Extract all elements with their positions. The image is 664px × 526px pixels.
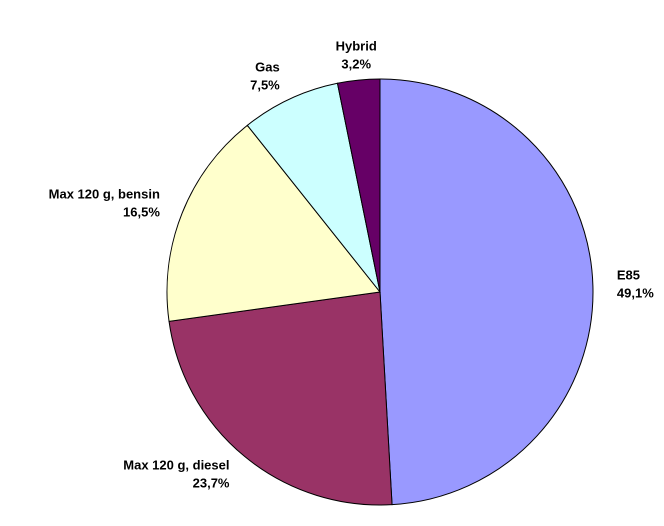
- pie-slice: [336, 78, 381, 293]
- slice-label: E85: [617, 268, 640, 283]
- slice-value-label: 3,2%: [341, 57, 371, 72]
- pie-slice: [168, 291, 393, 506]
- slice-label: Gas: [255, 60, 280, 75]
- slice-label: Max 120 g, diesel: [123, 458, 229, 473]
- slice-label: Max 120 g, bensin: [49, 187, 160, 202]
- slice-value-label: 49,1%: [617, 286, 654, 301]
- slice-value-label: 16,5%: [123, 205, 160, 220]
- slice-value-label: 7,5%: [250, 78, 280, 93]
- pie-slice: [246, 82, 381, 293]
- pie-slice: [379, 78, 594, 506]
- slice-label: Hybrid: [336, 39, 377, 54]
- slice-value-label: 23,7%: [193, 476, 230, 491]
- pie-slice: [166, 124, 381, 322]
